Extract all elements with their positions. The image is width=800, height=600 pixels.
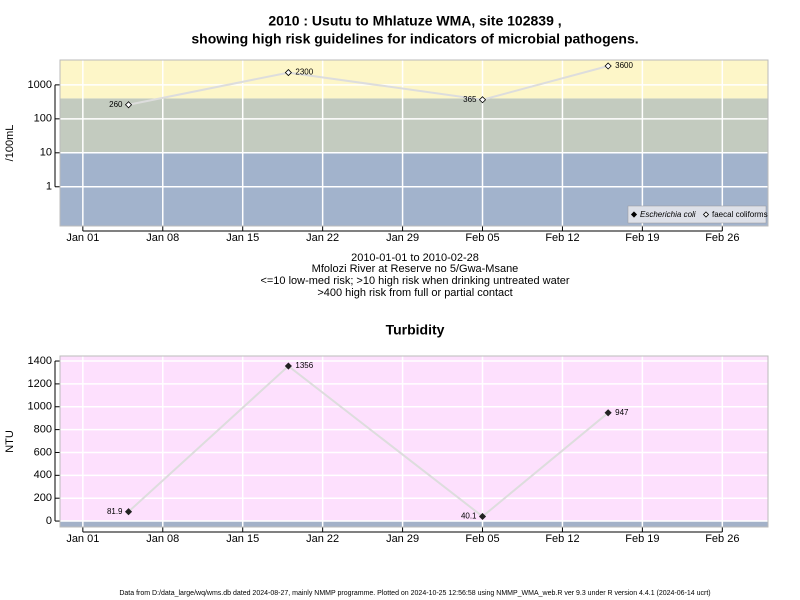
y-tick-label: 10 bbox=[40, 147, 52, 159]
data-point bbox=[604, 62, 612, 70]
y-tick-label: 0 bbox=[46, 515, 52, 527]
x-tick-label: Feb 12 bbox=[545, 533, 579, 545]
x-tick-label: Feb 05 bbox=[465, 232, 499, 244]
y-tick-label: 800 bbox=[34, 424, 52, 436]
x-tick-label: Feb 05 bbox=[465, 533, 499, 545]
y-tick-label: 1 bbox=[46, 181, 52, 193]
x-tick-label: Feb 19 bbox=[625, 533, 659, 545]
data-label: 1356 bbox=[295, 361, 313, 370]
annotation: 2010-01-01 to 2010-02-28 bbox=[351, 252, 479, 264]
x-tick-label: Feb 26 bbox=[705, 533, 739, 545]
legend-box bbox=[627, 205, 767, 224]
risk-band bbox=[60, 60, 768, 99]
x-tick-label: Jan 15 bbox=[226, 232, 259, 244]
y-tick-label: 600 bbox=[34, 446, 52, 458]
legend-label: faecal coliforms bbox=[712, 210, 768, 219]
legend: Escherichia coli faecal coliforms bbox=[627, 205, 768, 224]
legend-marker bbox=[702, 211, 710, 218]
data-label: 81.9 bbox=[107, 507, 123, 516]
plot-border bbox=[59, 355, 769, 528]
risk-band bbox=[60, 98, 768, 153]
series-line bbox=[127, 364, 609, 518]
y-tick-label: 1200 bbox=[28, 378, 52, 390]
y-tick-label: 400 bbox=[34, 469, 52, 481]
annotation: >400 high risk from full or partial cont… bbox=[317, 287, 512, 299]
y-axis-label: /100mL bbox=[4, 125, 16, 162]
data-point bbox=[124, 101, 133, 109]
legend-marker bbox=[630, 211, 638, 218]
data-label: 365 bbox=[463, 95, 477, 104]
y-axis-label: NTU bbox=[4, 430, 16, 453]
x-tick-label: Jan 22 bbox=[306, 533, 339, 545]
x-tick-label: Jan 15 bbox=[226, 533, 259, 545]
data-label: 260 bbox=[109, 100, 123, 109]
risk-band bbox=[60, 356, 768, 522]
annotation: <=10 low-med risk; >10 high risk when dr… bbox=[260, 275, 569, 287]
data-label: 2300 bbox=[295, 68, 313, 77]
chart-title: Turbidity bbox=[386, 322, 445, 338]
y-tick-label: 200 bbox=[34, 492, 52, 504]
data-point bbox=[284, 362, 292, 370]
data-label: 947 bbox=[615, 408, 629, 417]
y-tick-label: 1000 bbox=[28, 401, 52, 413]
plot-border bbox=[59, 59, 769, 227]
x-tick-label: Jan 22 bbox=[306, 232, 339, 244]
x-tick-label: Feb 19 bbox=[625, 232, 659, 244]
x-tick-label: Jan 01 bbox=[66, 232, 99, 244]
data-label: 40.1 bbox=[461, 512, 477, 521]
x-tick-label: Jan 08 bbox=[146, 232, 179, 244]
y-tick-label: 1000 bbox=[28, 79, 52, 91]
risk-band bbox=[60, 521, 768, 527]
series-line bbox=[128, 65, 609, 106]
chart-subtitle: showing high risk guidelines for indicat… bbox=[191, 31, 638, 47]
data-point bbox=[478, 512, 487, 521]
data-point bbox=[478, 96, 487, 104]
data-point bbox=[604, 409, 612, 417]
x-tick-label: Feb 26 bbox=[705, 232, 739, 244]
y-tick-label: 1400 bbox=[28, 355, 52, 367]
y-tick-label: 100 bbox=[34, 113, 52, 125]
data-point bbox=[124, 508, 133, 516]
data-point bbox=[284, 69, 292, 77]
x-tick-label: Jan 29 bbox=[386, 533, 419, 545]
x-tick-label: Feb 12 bbox=[545, 232, 579, 244]
x-tick-label: Jan 29 bbox=[386, 232, 419, 244]
footer: Data from D:/data_large/wq/wms.db dated … bbox=[119, 590, 710, 597]
annotation: Mfolozi River at Reserve no 5/Gwa-Msane bbox=[312, 263, 519, 275]
data-label: 3600 bbox=[615, 61, 633, 70]
legend-label: Escherichia coli bbox=[640, 210, 696, 219]
x-tick-label: Jan 08 bbox=[146, 533, 179, 545]
x-tick-label: Jan 01 bbox=[66, 533, 99, 545]
chart-title: 2010 : Usutu to Mhlatuze WMA, site 10283… bbox=[268, 13, 561, 29]
